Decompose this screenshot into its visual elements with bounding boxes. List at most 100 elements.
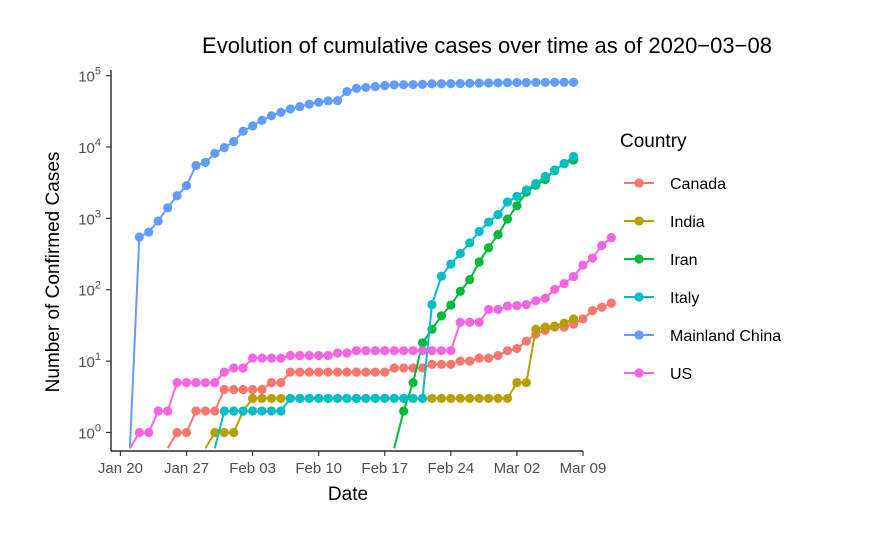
data-point [172,191,182,201]
data-point [285,104,295,114]
data-point [550,77,560,87]
data-point [484,217,494,227]
data-point [559,318,569,328]
data-point [304,367,314,377]
data-point [559,158,569,169]
y-tick-label: 102 [78,280,101,300]
data-point [521,377,531,388]
data-point [229,384,239,395]
series-iran [393,155,579,449]
legend: Country Canada India Iran Italy Mainland Chi… [620,131,781,383]
data-point [389,393,399,404]
legend-label: Canada [670,176,726,193]
data-point [257,115,267,125]
data-point [465,78,475,88]
data-point [153,406,163,416]
data-point [342,367,352,377]
data-point [200,406,210,416]
y-tick-label: 103 [78,208,101,228]
data-point [484,304,494,315]
data-point [427,299,437,310]
data-point [248,406,258,416]
data-point [408,79,418,90]
data-point [266,377,277,388]
data-point [285,350,295,361]
data-point [417,338,428,348]
series-italy [213,151,579,449]
data-point [587,306,598,316]
data-point [351,346,362,356]
data-point [266,111,277,121]
data-point [257,384,267,395]
data-point [361,393,371,404]
data-point [219,143,229,153]
data-point [285,367,295,377]
data-point [399,406,409,416]
data-point [248,121,258,131]
legend-item: Iran [624,252,698,269]
data-point [238,384,248,395]
data-point [248,353,258,363]
data-point [417,346,428,356]
data-point [257,406,267,416]
data-point [408,346,418,356]
data-point [550,321,560,331]
data-point [531,296,541,306]
data-point [606,298,616,308]
x-tick-label: Feb 10 [295,460,342,477]
data-point [295,350,305,361]
x-tick-label: Feb 17 [361,460,408,477]
data-point [484,243,494,253]
data-point [163,203,173,213]
data-point [210,406,220,416]
data-point [493,350,503,361]
series-layer [128,77,616,449]
data-point [502,77,513,88]
legend-label: India [670,214,705,231]
data-point [314,97,324,107]
data-point [446,259,456,269]
legend-key-dot [634,254,644,264]
legend-title: Country [620,131,687,152]
data-point [446,346,456,356]
data-point [427,359,437,369]
legend-item: US [624,366,692,383]
data-point [304,393,314,404]
data-point [587,253,598,263]
data-point [427,393,437,404]
data-point [559,77,569,87]
data-point [521,185,531,195]
data-point [323,393,333,404]
data-point [465,393,475,404]
data-point [248,384,258,395]
data-point [351,83,362,93]
data-point [163,406,173,416]
data-point [455,248,465,259]
data-point [219,406,229,416]
data-point [465,356,475,366]
data-point [342,86,352,97]
data-point [200,157,210,167]
data-point [408,393,418,404]
data-point [493,210,503,220]
data-point [380,393,390,404]
data-point [181,377,192,388]
data-point [399,346,409,356]
data-point [172,427,182,438]
series-line [129,236,612,449]
data-point [436,393,446,404]
data-point [210,427,220,438]
data-point [502,393,513,404]
data-point [323,350,333,361]
data-point [540,171,550,182]
data-point [455,356,465,366]
data-point [380,367,390,377]
data-point [455,286,465,296]
legend-label: Mainland China [670,328,781,345]
y-tick-label: 105 [78,66,101,86]
x-tick-label: Mar 02 [494,460,541,477]
data-point [568,77,579,87]
data-point [370,393,380,404]
data-point [399,363,409,373]
